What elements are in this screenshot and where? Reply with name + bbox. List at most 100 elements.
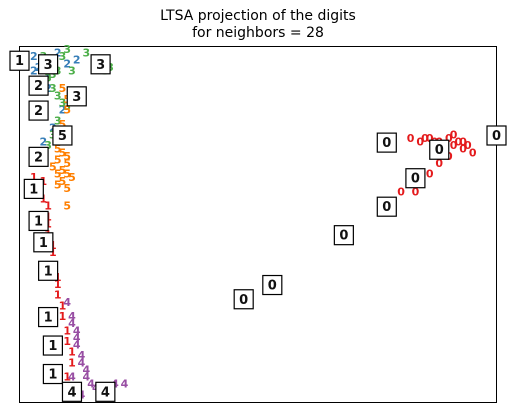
digit-2-point: 2 (54, 47, 62, 60)
thumbnail-digit: 1 (44, 264, 53, 279)
digit-1-point: 1 (68, 356, 76, 369)
digit-1-point: 1 (59, 299, 67, 312)
plot-frame (19, 46, 497, 403)
digit-2-point: 2 (30, 50, 38, 63)
digit-5-point: 5 (68, 171, 76, 184)
digit-5-point: 5 (63, 182, 71, 195)
digit-0-point: 0 (450, 139, 458, 152)
digit-5-point: 5 (63, 157, 71, 170)
thumbnail-digit: 0 (268, 279, 277, 294)
digit-4-point: 4 (73, 331, 81, 344)
digit-5-point: 5 (59, 82, 67, 95)
thumbnail-digit: 0 (435, 143, 444, 158)
digit-1-point: 1 (63, 371, 71, 384)
digit-thumbnail: 1 (38, 306, 59, 328)
digit-1-point: 1 (49, 246, 57, 259)
digit-5-point: 5 (63, 200, 71, 213)
digit-5-point: 5 (59, 175, 67, 188)
thumbnail-digit: 0 (492, 129, 501, 144)
digit-3-point: 3 (49, 68, 57, 81)
digit-thumbnail: 1 (38, 260, 59, 281)
digit-4-point: 4 (82, 371, 90, 384)
thumbnail-digit: 3 (72, 90, 81, 105)
digit-4-point: 4 (78, 349, 86, 362)
thumbnail-frame (28, 210, 49, 232)
thumbnail-frame (376, 196, 397, 217)
digit-0-point: 0 (450, 129, 458, 142)
digit-thumbnail: 1 (9, 50, 30, 71)
digit-thumbnail: 2 (28, 146, 49, 167)
digit-0-point: 0 (412, 185, 420, 198)
thumbnail-frame (23, 178, 44, 199)
digit-0-point: 0 (397, 185, 405, 198)
thumbnail-frame (95, 381, 116, 402)
thumbnail-digit: 2 (34, 104, 43, 119)
digit-1-point: 1 (44, 200, 52, 213)
digit-1-point: 1 (40, 193, 48, 206)
digit-2-point: 2 (73, 54, 81, 67)
digit-thumbnail: 1 (33, 232, 54, 253)
thumbnail-frame (52, 125, 73, 146)
digit-1-point: 1 (59, 310, 67, 323)
digit-5-point: 5 (59, 164, 67, 177)
digit-0-point: 0 (459, 143, 467, 156)
digit-0-point: 0 (464, 139, 472, 152)
digit-5-point: 5 (59, 118, 67, 131)
chart-title-line-1: LTSA projection of the digits (160, 8, 356, 24)
digit-thumbnail: 3 (38, 54, 59, 75)
thumbnail-frame (429, 139, 450, 160)
thumbnail-frame (90, 54, 111, 75)
digit-0-point: 0 (407, 132, 415, 145)
digit-2-point: 2 (40, 136, 48, 149)
thumbnail-frame (38, 260, 59, 281)
digit-2-point: 2 (59, 104, 67, 117)
digit-1-point: 1 (54, 278, 62, 291)
digit-4-point: 4 (78, 356, 86, 369)
digit-3-point: 3 (59, 96, 67, 109)
thumbnail-digit: 5 (58, 129, 67, 144)
thumbnail-digit: 1 (48, 368, 57, 383)
digit-thumbnail: 5 (52, 125, 73, 146)
thumbnail-digit: 0 (382, 200, 391, 215)
digit-5-point: 5 (54, 168, 62, 181)
digit-4-point: 4 (73, 324, 81, 337)
digit-3-point: 3 (54, 89, 62, 102)
thumbnail-frame (42, 335, 63, 356)
digit-0-point: 0 (435, 157, 443, 170)
digit-1-point: 1 (54, 289, 62, 302)
digit-thumbnail: 0 (405, 168, 426, 189)
digit-3-point: 3 (49, 82, 57, 95)
digit-0-point: 0 (455, 136, 463, 149)
digit-4-point: 4 (73, 339, 81, 352)
digit-thumbnail: 0 (486, 125, 507, 146)
digit-5-point: 5 (49, 161, 57, 174)
digit-2-point: 2 (63, 57, 71, 70)
digit-thumbnail: 2 (28, 75, 49, 96)
digit-0-point: 0 (416, 136, 424, 149)
digit-thumbnail: 1 (42, 363, 63, 385)
digit-4-point: 4 (63, 296, 71, 309)
thumbnail-frame (28, 100, 49, 121)
digit-4-point: 4 (68, 310, 76, 323)
thumbnail-digit: 2 (34, 79, 43, 94)
digit-0-point: 0 (426, 168, 434, 181)
digit-thumbnail: 0 (262, 274, 283, 296)
digit-5-point: 5 (63, 104, 71, 117)
thumbnail-digit: 1 (34, 214, 43, 229)
thumbnail-digit: 1 (48, 339, 57, 354)
digit-thumbnail: 4 (95, 381, 116, 402)
thumbnail-digit: 0 (411, 172, 420, 187)
digit-thumbnail: 4 (61, 381, 83, 402)
digit-4-point: 4 (82, 363, 90, 376)
digit-3-point: 3 (63, 43, 71, 56)
thumbnail-digit: 0 (382, 136, 391, 151)
digit-1-point: 1 (30, 171, 38, 184)
digit-3-point: 3 (54, 114, 62, 127)
thumbnail-frame (33, 232, 54, 253)
thumbnail-frame (66, 86, 87, 107)
thumbnail-frame (233, 289, 254, 310)
thumbnail-frame (405, 168, 426, 189)
digit-3-point: 3 (59, 50, 67, 63)
digit-1-point: 1 (63, 324, 71, 337)
